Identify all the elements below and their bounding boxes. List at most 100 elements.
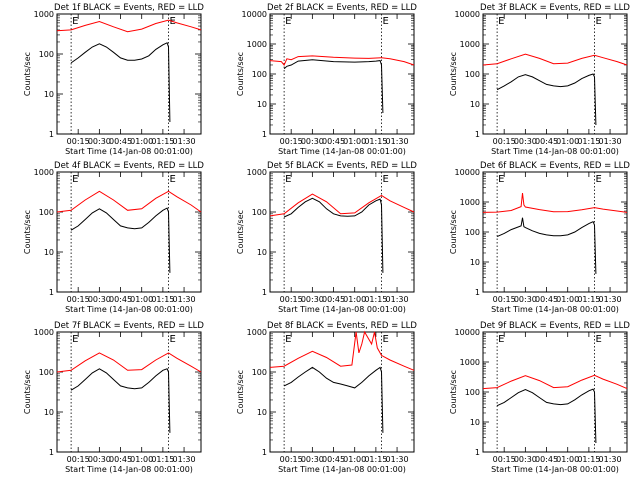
x-tick-label: 01:15 [364, 295, 387, 304]
x-axis-label: Start Time (14-Jan-08 00:01:00) [491, 147, 619, 156]
plot-frame [482, 13, 628, 135]
y-tick-label: 1 [262, 448, 267, 457]
x-tick-label: 01:30 [599, 137, 622, 146]
events-series-line [283, 366, 384, 433]
y-tick-label: 100 [465, 228, 480, 237]
x-tick-label: 01:30 [599, 455, 622, 464]
event-marker-label: E [72, 334, 78, 345]
event-marker-label: E [285, 174, 291, 185]
x-tick-label: 00:45 [109, 455, 132, 464]
x-tick-label: 01:15 [577, 137, 600, 146]
x-axis-label: Start Time (14-Jan-08 00:01:00) [491, 305, 619, 314]
lld-series-line [482, 192, 628, 213]
events-series-line [496, 73, 597, 126]
panel-title: Det 4f BLACK = Events, RED = LLD [54, 161, 204, 171]
events-series-line [283, 197, 384, 273]
y-tick-label: 100 [252, 208, 267, 217]
y-axis-label: Counts/sec [236, 52, 245, 96]
x-tick-label: 01:00 [130, 137, 153, 146]
lld-series-line [56, 19, 202, 33]
x-axis-label: Start Time (14-Jan-08 00:01:00) [65, 305, 193, 314]
y-tick-label: 1 [49, 288, 54, 297]
y-tick-label: 10000 [242, 10, 267, 19]
y-tick-label: 1 [49, 448, 54, 457]
y-tick-label: 1000 [247, 328, 267, 337]
x-tick-label: 00:15 [280, 455, 303, 464]
y-tick-label: 10 [257, 408, 267, 417]
x-tick-label: 00:15 [280, 137, 303, 146]
x-tick-label: 00:30 [514, 455, 537, 464]
x-axis-label: Start Time (14-Jan-08 00:01:00) [278, 147, 406, 156]
x-tick-label: 01:00 [343, 455, 366, 464]
x-tick-label: 01:30 [599, 295, 622, 304]
x-tick-label: 00:30 [88, 295, 111, 304]
event-marker-label: E [383, 334, 389, 345]
y-tick-label: 1000 [34, 168, 54, 177]
x-tick-label: 00:45 [535, 137, 558, 146]
y-tick-label: 10000 [455, 328, 480, 337]
lld-series-line [269, 193, 415, 217]
x-tick-label: 00:15 [67, 295, 90, 304]
y-axis-label: Counts/sec [236, 370, 245, 414]
x-tick-label: 01:30 [173, 455, 196, 464]
x-tick-label: 01:00 [556, 295, 579, 304]
x-tick-label: 00:45 [109, 137, 132, 146]
x-tick-label: 01:15 [577, 295, 600, 304]
y-tick-label: 1000 [34, 328, 54, 337]
lld-series-line [269, 330, 415, 371]
lld-series-line [482, 53, 628, 66]
y-tick-label: 100 [252, 368, 267, 377]
y-tick-label: 100 [252, 70, 267, 79]
y-tick-label: 10 [44, 90, 54, 99]
plot-frame [482, 171, 628, 293]
y-tick-label: 1000 [34, 10, 54, 19]
plot-frame [56, 331, 202, 453]
events-series-line [496, 217, 597, 274]
plot-frame [269, 331, 415, 453]
y-tick-label: 10 [44, 248, 54, 257]
x-axis-label: Start Time (14-Jan-08 00:01:00) [491, 465, 619, 474]
y-tick-label: 100 [465, 388, 480, 397]
y-tick-label: 10000 [455, 10, 480, 19]
x-tick-label: 00:45 [322, 295, 345, 304]
y-tick-label: 1 [262, 288, 267, 297]
x-tick-label: 00:30 [514, 137, 537, 146]
y-axis-label: Counts/sec [449, 52, 458, 96]
y-tick-label: 1000 [247, 40, 267, 49]
panel-title: Det 7f BLACK = Events, RED = LLD [54, 321, 204, 331]
event-marker-label: E [285, 16, 291, 27]
events-series-line [70, 207, 171, 273]
y-tick-label: 10 [257, 100, 267, 109]
plot-frame [482, 331, 628, 453]
events-series-line [496, 388, 597, 444]
events-series-line [70, 368, 171, 433]
event-marker-label: E [596, 334, 602, 345]
panel-title: Det 2f BLACK = Events, RED = LLD [267, 3, 417, 13]
event-marker-label: E [596, 174, 602, 185]
y-tick-label: 1 [49, 130, 54, 139]
panel-title: Det 9f BLACK = Events, RED = LLD [480, 321, 630, 331]
detector-panel: Det 4f BLACK = Events, RED = LLD 1 10 100 10… [23, 161, 204, 314]
y-tick-label: 1000 [247, 168, 267, 177]
x-axis-label: Start Time (14-Jan-08 00:01:00) [65, 465, 193, 474]
lld-series-line [56, 352, 202, 373]
x-tick-label: 01:15 [364, 137, 387, 146]
y-tick-label: 1 [262, 130, 267, 139]
plot-frame [56, 13, 202, 135]
x-tick-label: 00:15 [493, 295, 516, 304]
event-marker-label: E [596, 16, 602, 27]
y-tick-label: 1000 [460, 358, 480, 367]
event-marker-label: E [383, 174, 389, 185]
lld-series-line [56, 190, 202, 213]
y-tick-label: 1000 [460, 40, 480, 49]
x-tick-label: 01:00 [556, 137, 579, 146]
x-tick-label: 01:15 [364, 455, 387, 464]
x-tick-label: 01:00 [130, 455, 153, 464]
x-tick-label: 00:15 [493, 137, 516, 146]
plot-frame [56, 171, 202, 293]
x-tick-label: 01:30 [173, 295, 196, 304]
panel-title: Det 5f BLACK = Events, RED = LLD [267, 161, 417, 171]
y-tick-label: 100 [39, 50, 54, 59]
x-tick-label: 00:30 [88, 455, 111, 464]
